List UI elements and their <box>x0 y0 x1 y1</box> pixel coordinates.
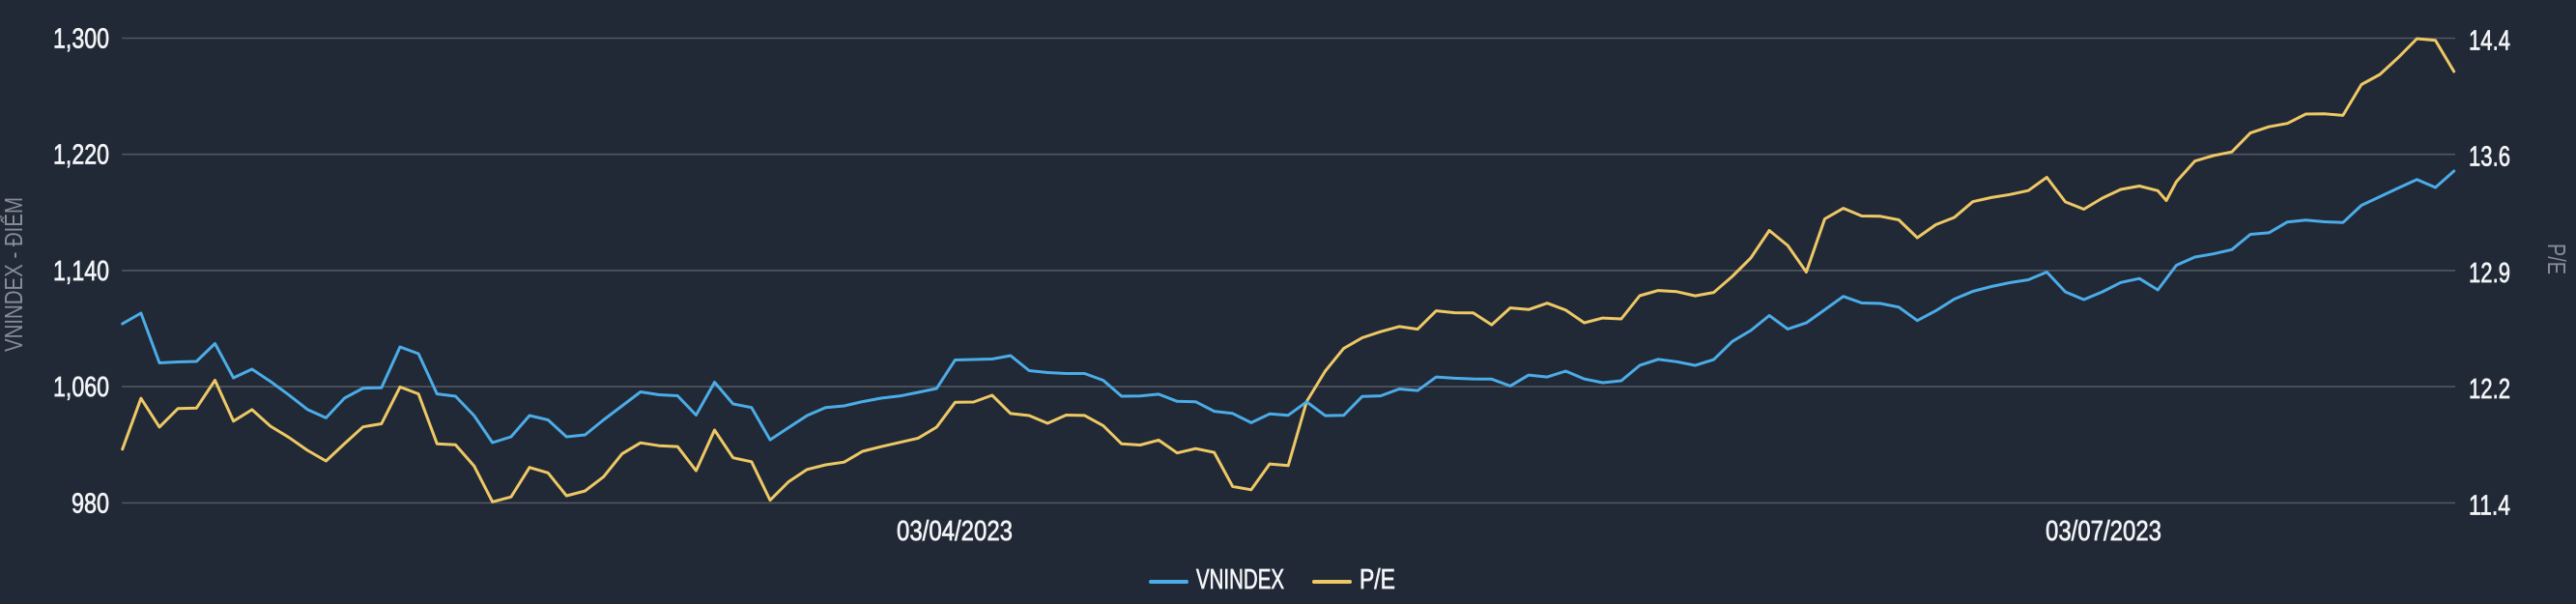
svg-text:13.6: 13.6 <box>2469 142 2510 173</box>
svg-text:P/E: P/E <box>2542 244 2571 274</box>
svg-text:VNINDEX: VNINDEX <box>1196 564 1284 595</box>
svg-text:1,060: 1,060 <box>53 372 109 403</box>
svg-text:980: 980 <box>72 488 109 519</box>
svg-text:VNINDEX - ĐIỂM: VNINDEX - ĐIỂM <box>0 197 28 352</box>
svg-text:1,220: 1,220 <box>53 140 109 171</box>
svg-text:03/04/2023: 03/04/2023 <box>897 516 1013 547</box>
svg-text:1,140: 1,140 <box>53 256 109 287</box>
svg-text:12.2: 12.2 <box>2469 374 2510 405</box>
svg-text:03/07/2023: 03/07/2023 <box>2046 516 2161 547</box>
svg-text:P/E: P/E <box>1360 564 1395 595</box>
svg-text:14.4: 14.4 <box>2469 26 2510 57</box>
svg-text:12.9: 12.9 <box>2469 258 2510 289</box>
svg-text:11.4: 11.4 <box>2469 490 2510 521</box>
svg-text:1,300: 1,300 <box>53 24 109 55</box>
